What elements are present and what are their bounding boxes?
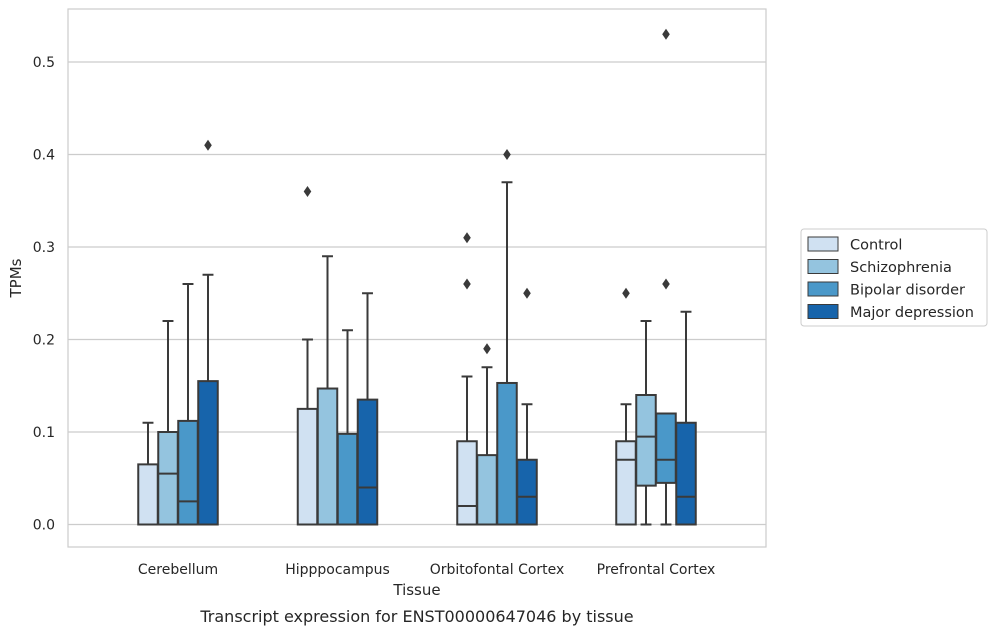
outlier-point: [662, 278, 670, 290]
x-tick-label: Orbitofontal Cortex: [430, 562, 565, 578]
box-major-depression: [675, 310, 697, 526]
box-control: [456, 232, 478, 526]
box-bipolar-disorder: [177, 283, 199, 526]
outlier-point: [662, 28, 670, 40]
x-tick-label: Cerebellum: [138, 562, 218, 578]
x-tick-label: Hipppocampus: [285, 562, 390, 578]
y-tick-label: 0.0: [33, 518, 55, 534]
chart-caption: Transcript expression for ENST0000064704…: [199, 607, 633, 626]
box-bipolar-disorder: [496, 149, 518, 526]
legend: Control Schizophrenia Bipolar disorder Majo…: [800, 228, 988, 327]
y-tick-label: 0.3: [33, 240, 55, 256]
box-control: [615, 287, 637, 526]
outlier-point: [204, 139, 212, 151]
box-major-depression: [356, 292, 379, 526]
box-body: [197, 380, 219, 526]
legend-label: Bipolar disorder: [850, 283, 965, 299]
box-major-depression: [197, 139, 219, 526]
legend-swatch: [807, 304, 839, 319]
y-tick-label: 0.5: [33, 55, 55, 71]
box-body: [496, 381, 518, 526]
legend-items: Control Schizophrenia Bipolar disorder Majo…: [807, 236, 974, 321]
y-axis-label: TPMs: [7, 258, 25, 298]
box-body: [296, 407, 319, 526]
y-tick-label: 0.1: [33, 425, 55, 441]
outlier-point: [503, 149, 511, 160]
box-body: [456, 440, 478, 526]
x-axis-label: Tissue: [392, 581, 440, 599]
box-body: [316, 387, 339, 526]
box-control: [296, 186, 319, 526]
box-bipolar-disorder: [336, 329, 359, 526]
box-schizophrenia: [157, 320, 179, 526]
box-schizophrenia: [635, 320, 657, 526]
y-tick-label: 0.4: [33, 148, 55, 164]
outlier-point: [622, 287, 630, 299]
x-tick-label: Prefrontal Cortex: [597, 562, 716, 578]
outlier-point: [523, 287, 531, 299]
outlier-point: [463, 278, 471, 290]
box-schizophrenia: [476, 343, 498, 526]
outlier-point: [303, 186, 312, 197]
y-tick-label: 0.2: [33, 333, 55, 349]
box-schizophrenia: [316, 255, 339, 526]
box-body: [157, 431, 179, 526]
box-body: [137, 463, 159, 526]
boxes: [137, 28, 697, 526]
x-tick-labels: Cerebellum Hipppocampus Orbitofontal Corte…: [138, 562, 715, 578]
box-body: [655, 412, 677, 484]
box-major-depression: [516, 287, 538, 526]
box-body: [675, 421, 697, 526]
box-body: [476, 454, 498, 526]
box-body: [177, 419, 199, 526]
legend-label: Schizophrenia: [850, 260, 952, 276]
legend-label: Control: [850, 238, 902, 254]
legend-swatch: [807, 259, 839, 274]
box-bipolar-disorder: [655, 28, 677, 526]
box-body: [516, 458, 538, 526]
legend-frame: [800, 228, 988, 327]
box-body: [356, 398, 379, 526]
y-tick-labels: 0.0 0.1 0.2 0.3 0.4 0.5: [33, 55, 55, 534]
legend-swatch: [807, 236, 839, 252]
outlier-point: [463, 232, 471, 244]
box-control: [137, 421, 159, 526]
legend-label: Major depression: [850, 305, 974, 321]
box-body: [336, 432, 359, 526]
outlier-point: [483, 343, 491, 355]
box-body: [635, 394, 657, 487]
box-body: [615, 440, 637, 526]
plot-frame: [67, 8, 767, 548]
legend-swatch: [807, 281, 839, 297]
